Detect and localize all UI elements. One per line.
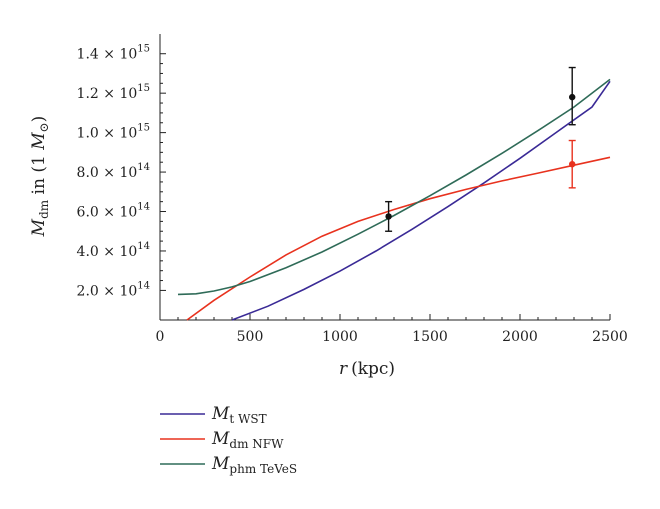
- y-tick-mantissa: 1.2: [77, 86, 99, 102]
- y-tick-label: 8.0 × 1014: [77, 162, 150, 181]
- legend-rest: WST: [234, 412, 266, 426]
- legend-item: Mdm NFW: [160, 429, 284, 451]
- y-axis-mid: in (1: [29, 150, 49, 200]
- x-tick-label: 2500: [592, 329, 628, 345]
- y-tick-label: 6.0 × 1014: [77, 202, 150, 221]
- y-tick-times: × 10: [99, 283, 137, 299]
- axes: [159, 34, 610, 321]
- y-tick-times: × 10: [99, 165, 137, 181]
- series-lines: [177, 78, 611, 321]
- y-tick-exponent: 14: [137, 280, 150, 291]
- x-tick-label: 1000: [322, 329, 358, 345]
- y-tick-times: × 10: [99, 47, 137, 63]
- point-marker: [385, 213, 392, 220]
- x-tick-label: 500: [237, 329, 264, 345]
- x-tick-label: 2000: [502, 329, 538, 345]
- y-tick-mantissa: 8.0: [77, 165, 99, 181]
- x-ticks: 0 500 1000 1500 2000 2500: [156, 314, 628, 345]
- y-tick-label: 1.0 × 1015: [77, 123, 150, 142]
- y-axis-var: M: [29, 218, 49, 237]
- x-axis-unit: (kpc): [351, 359, 395, 379]
- x-tick-label: 0: [156, 329, 165, 345]
- legend-item: Mt WST: [160, 404, 267, 426]
- y-tick-label: 1.4 × 1015: [77, 44, 150, 63]
- y-axis-end: ): [29, 116, 49, 123]
- point-marker: [569, 93, 576, 101]
- y-tick-exponent: 14: [137, 202, 150, 213]
- legend-rest: NFW: [248, 437, 284, 451]
- series-line-2: [177, 78, 611, 296]
- y-axis-title: Mdm in (1 M⊙): [29, 116, 51, 238]
- y-axis-unit-sub: ⊙: [37, 122, 51, 132]
- y-tick-label: 1.2 × 1015: [77, 83, 150, 102]
- point-marker: [569, 160, 576, 168]
- x-axis-title: r (kpc): [339, 359, 395, 379]
- data-point: [568, 139, 576, 189]
- y-axis-sub: dm: [37, 199, 51, 219]
- legend-label: Mphm TeVeS: [211, 454, 297, 476]
- legend-label: Mt WST: [211, 404, 267, 426]
- y-tick-mantissa: 2.0: [77, 283, 99, 299]
- y-tick-times: × 10: [99, 86, 137, 102]
- data-point: [568, 66, 576, 126]
- legend-var: M: [211, 429, 230, 449]
- legend-sub: dm: [229, 437, 249, 451]
- y-tick-label: 2.0 × 1014: [77, 280, 150, 299]
- y-tick-label: 4.0 × 1014: [77, 241, 150, 260]
- y-tick-exponent: 15: [137, 44, 150, 55]
- legend-sub: phm: [229, 462, 256, 476]
- y-tick-exponent: 15: [137, 83, 150, 94]
- legend-sub: t: [229, 412, 234, 426]
- data-point: [385, 200, 393, 232]
- y-tick-exponent: 15: [137, 123, 150, 134]
- y-tick-mantissa: 1.4: [77, 47, 99, 63]
- y-tick-times: × 10: [99, 126, 137, 142]
- legend-var: M: [211, 404, 230, 424]
- x-tick-label: 1500: [412, 329, 448, 345]
- y-tick-exponent: 14: [137, 162, 150, 173]
- y-tick-times: × 10: [99, 244, 137, 260]
- legend-rest: TeVeS: [256, 462, 297, 476]
- legend-var: M: [211, 454, 230, 474]
- y-tick-mantissa: 6.0: [77, 205, 99, 221]
- y-axis-unit-var: M: [29, 132, 49, 151]
- series-line-0: [231, 80, 611, 321]
- legend-item: Mphm TeVeS: [160, 454, 297, 476]
- y-tick-mantissa: 1.0: [77, 126, 99, 142]
- y-tick-exponent: 14: [137, 241, 150, 252]
- y-tick-mantissa: 4.0: [77, 244, 99, 260]
- series-line-1: [186, 156, 611, 321]
- legend-label: Mdm NFW: [211, 429, 284, 451]
- y-tick-times: × 10: [99, 205, 137, 221]
- data-points: [385, 66, 576, 232]
- x-axis-var: r: [339, 359, 348, 379]
